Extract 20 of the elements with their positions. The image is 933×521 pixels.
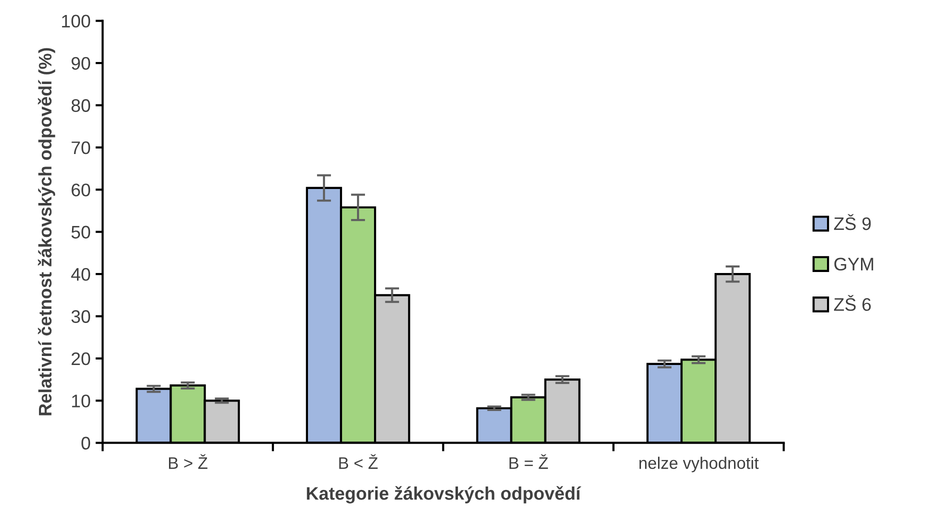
- x-tick-label: B = Ž: [510, 454, 548, 469]
- y-tick-label: 80: [72, 99, 90, 112]
- y-tick-label: 10: [72, 394, 90, 408]
- y-tick-label: 50: [71, 226, 90, 239]
- legend-label: ZŠ 6: [834, 294, 871, 311]
- y-tick-label: 70: [72, 141, 90, 154]
- x-tick-label: B < Ž: [339, 454, 378, 469]
- x-axis-title: Kategorie žákovských odpovědí: [306, 486, 582, 504]
- y-tick-label: 20: [72, 352, 90, 366]
- y-tick-label: 90: [72, 56, 90, 70]
- y-axis-title: Relativní četnost žákovských odpovědí (%): [38, 48, 56, 416]
- legend-label: ZŠ 9: [834, 214, 871, 230]
- legend-label: GYM: [834, 258, 874, 270]
- y-tick-label: 40: [71, 268, 90, 281]
- y-tick-label: 100: [62, 14, 90, 28]
- y-tick-label: 60: [72, 184, 90, 196]
- y-tick-label: 30: [71, 310, 90, 323]
- x-tick-label: B > Ž: [168, 454, 208, 469]
- x-tick-label: nelze vyhodnotit: [639, 456, 759, 472]
- y-tick-label: 0: [81, 436, 90, 450]
